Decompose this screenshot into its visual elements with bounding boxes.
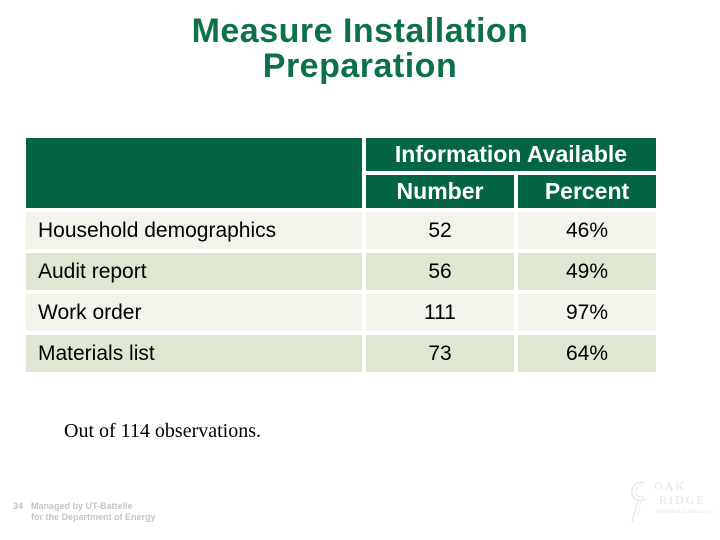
managed-by-text: Managed by UT-Battelle for the Departmen… <box>31 501 156 523</box>
slide-footer: 34 Managed by UT-Battelle for the Depart… <box>13 501 156 523</box>
ornl-logo: OAK RIDGE National Laboratory <box>630 480 718 529</box>
table-cell-number: 73 <box>366 335 514 372</box>
page-title-line2: Preparation <box>262 47 458 85</box>
table-cell-number: 52 <box>366 212 514 249</box>
ornl-wordmark: OAK RIDGE National Laboratory <box>654 480 714 515</box>
table-cell-label: Household demographics <box>26 212 362 249</box>
table-row: Audit report 56 49% <box>26 253 656 290</box>
table-corner-cell <box>26 138 362 208</box>
ornl-leaf-swirl-icon <box>630 480 652 529</box>
page-title: Measure Installation Preparation <box>0 14 720 84</box>
table-cell-percent: 46% <box>518 212 656 249</box>
table-group-header-row: Information Available <box>26 138 656 208</box>
table-cell-label: Materials list <box>26 335 362 372</box>
table-cell-number: 111 <box>366 294 514 331</box>
ornl-wordmark-line3: National Laboratory <box>656 509 715 515</box>
ornl-wordmark-line1: OAK <box>654 479 686 493</box>
table-row: Work order 111 97% <box>26 294 656 331</box>
page-number: 34 <box>13 501 24 511</box>
page-title-line1: Measure Installation <box>191 12 529 50</box>
table-group-header-cell: Information Available <box>366 138 656 171</box>
table-row: Materials list 73 64% <box>26 335 656 372</box>
table-cell-percent: 97% <box>518 294 656 331</box>
table-cell-percent: 49% <box>518 253 656 290</box>
managed-by-line2: for the Department of Energy <box>31 512 156 522</box>
ornl-wordmark-line2: RIDGE <box>659 493 706 507</box>
column-header-number: Number <box>366 175 514 208</box>
table-row: Household demographics 52 46% <box>26 212 656 249</box>
table-column-header-row: Number Percent <box>26 175 656 208</box>
observations-note: Out of 114 observations. <box>64 420 262 442</box>
table-cell-number: 56 <box>366 253 514 290</box>
information-available-table: Information Available Number Percent Hou… <box>22 134 660 376</box>
table-cell-label: Audit report <box>26 253 362 290</box>
managed-by-line1: Managed by UT-Battelle <box>31 501 133 511</box>
table-cell-percent: 64% <box>518 335 656 372</box>
column-header-percent: Percent <box>518 175 656 208</box>
table-cell-label: Work order <box>26 294 362 331</box>
